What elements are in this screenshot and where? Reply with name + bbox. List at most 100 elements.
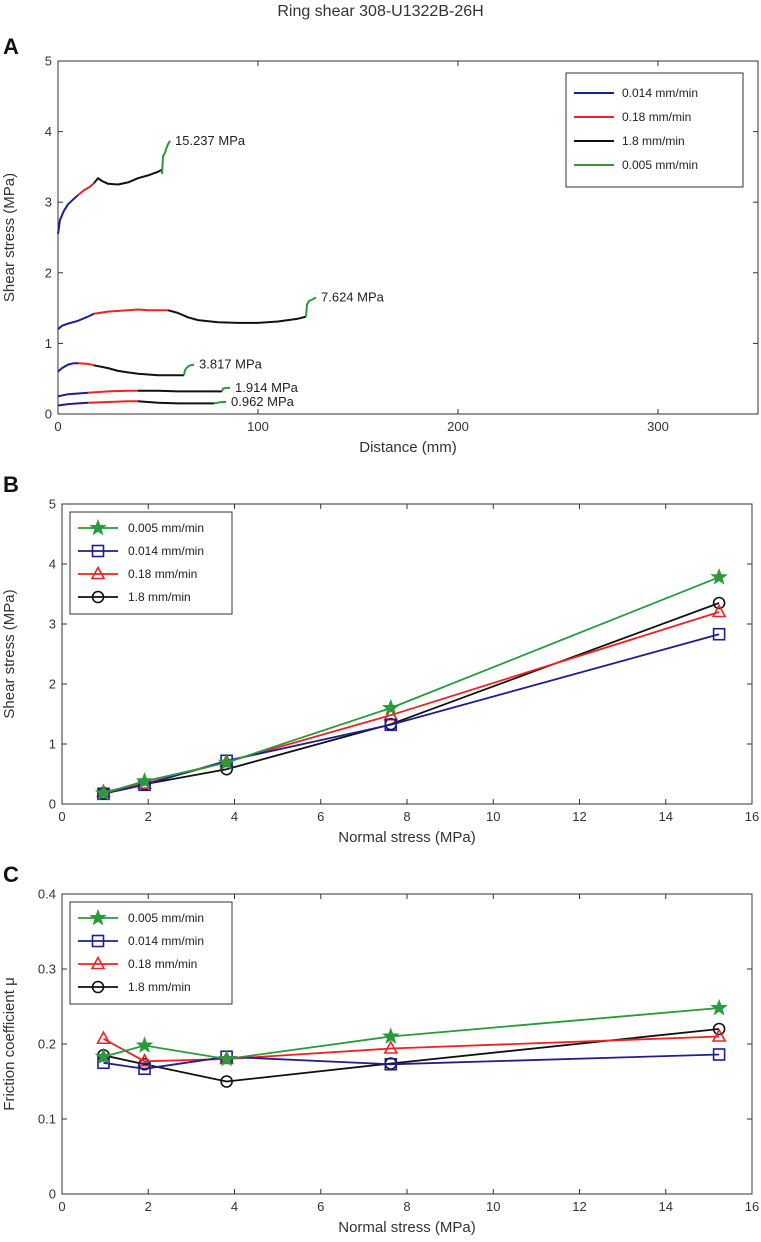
curve-3-817-mpa: 3.817 MPa (57, 357, 263, 377)
data-label: 1.914 MPa (235, 380, 299, 395)
data-point (137, 1053, 152, 1067)
x-tick-label: 12 (572, 809, 586, 824)
curve-7-624-mpa: 7.624 MPa (57, 290, 385, 331)
x-tick-label: 16 (745, 1199, 759, 1214)
x-tick-label: 10 (486, 1199, 500, 1214)
y-tick-label: 3 (49, 617, 56, 632)
x-tick-label: 14 (659, 809, 673, 824)
x-tick-label: 6 (317, 809, 324, 824)
y-tick-label: 1 (49, 737, 56, 752)
data-point (384, 1057, 398, 1071)
legend-label: 1.8 mm/min (128, 590, 191, 604)
x-tick-label: 16 (745, 809, 759, 824)
series-line-0-005-mm-min (221, 386, 230, 392)
legend-marker (91, 980, 105, 994)
legend-marker (89, 908, 107, 926)
x-tick-label: 0 (54, 419, 61, 434)
series-line (103, 602, 720, 795)
x-tick-label: 2 (145, 1199, 152, 1214)
y-tick-label: 2 (45, 265, 52, 280)
x-tick-label: 10 (486, 809, 500, 824)
data-point (94, 784, 113, 801)
data-point (384, 718, 398, 732)
series-0-005-mm-min (94, 568, 728, 801)
data-point (712, 627, 726, 641)
data-point (135, 1036, 154, 1053)
y-tick-label: 4 (49, 557, 56, 572)
data-point (383, 1040, 399, 1054)
data-point (711, 603, 727, 618)
panel-letter: B (3, 472, 19, 497)
x-tick-label: 100 (247, 419, 269, 434)
y-tick-label: 0 (45, 407, 52, 422)
legend: 0.005 mm/min 0.014 mm/min 0.18 mm/min 1.8 m… (69, 511, 233, 615)
legend-label: 0.014 mm/min (128, 544, 204, 558)
data-point (220, 1075, 233, 1088)
y-axis-label: Friction coefficient μ (1, 977, 18, 1110)
panel-letter: A (3, 34, 19, 59)
legend-label: 0.18 mm/min (128, 957, 197, 971)
curve-15-237-mpa: 15.237 MPa (57, 133, 246, 235)
legend: 0.014 mm/min 0.18 mm/min 1.8 mm/min 0.005 m… (565, 72, 744, 188)
data-point (712, 596, 726, 610)
data-label: 7.624 MPa (321, 290, 385, 305)
legend-label: 0.014 mm/min (622, 86, 698, 100)
data-label: 0.962 MPa (231, 394, 295, 409)
series-line-0-014-mm-min (57, 194, 79, 235)
x-tick-label: 4 (231, 1199, 238, 1214)
series-line-0-005-mm-min (161, 140, 171, 175)
legend-label: 0.005 mm/min (622, 158, 698, 172)
legend-label: 1.8 mm/min (128, 980, 191, 994)
curve-0-962-mpa: 0.962 MPa (57, 394, 295, 409)
x-axis-label: Distance (mm) (359, 439, 457, 456)
data-point (382, 1027, 400, 1044)
legend-marker (89, 518, 107, 536)
series-line-0-18-mm-min (77, 362, 95, 367)
curve-1-914-mpa: 1.914 MPa (57, 380, 299, 398)
data-point (382, 698, 400, 716)
data-label: 3.817 MPa (199, 357, 263, 372)
y-tick-label: 0.1 (38, 1112, 56, 1127)
series-line-0-014-mm-min (57, 312, 95, 331)
legend: 0.005 mm/min 0.014 mm/min 0.18 mm/min 1.8 m… (69, 901, 233, 1005)
data-point (135, 772, 154, 789)
y-axis-label: Shear stress (MPa) (1, 173, 18, 302)
legend-marker (90, 565, 106, 580)
series-line-0-18-mm-min (93, 308, 168, 315)
series-line-0-014-mm-min (57, 401, 89, 407)
legend-label: 0.005 mm/min (128, 521, 204, 535)
data-point (96, 1030, 111, 1045)
legend-label: 0.18 mm/min (128, 567, 197, 581)
y-tick-label: 0 (49, 797, 56, 812)
y-axis-label: Shear stress (MPa) (1, 589, 18, 718)
series-line-1-8-mm-min (93, 168, 163, 186)
series-line (103, 1007, 720, 1060)
legend-marker (91, 590, 105, 604)
x-tick-label: 12 (572, 1199, 586, 1214)
data-point (217, 1049, 236, 1067)
y-tick-label: 0.2 (38, 1037, 56, 1052)
series-line-1-8-mm-min (93, 364, 184, 377)
x-tick-label: 300 (647, 419, 669, 434)
y-tick-label: 0.3 (38, 962, 56, 977)
series-line-1-8-mm-min (137, 400, 214, 405)
series-line-0-18-mm-min (77, 182, 95, 196)
y-tick-label: 5 (45, 54, 52, 69)
x-tick-label: 0 (58, 809, 65, 824)
series-0-18-mm-min (96, 603, 727, 798)
legend-marker (91, 934, 105, 948)
data-point (712, 1048, 726, 1061)
x-axis-label: Normal stress (MPa) (338, 829, 476, 846)
figure-title: Ring shear 308-U1322B-26H (277, 3, 484, 20)
series-0-005-mm-min (94, 998, 728, 1067)
chart-panel-c: C 0 2 4 6 8 10 12 14 16 0 0.1 0.2 0.3 0.4 Normal stress… (1, 862, 759, 1236)
x-axis-label: Normal stress (MPa) (338, 1219, 476, 1236)
series-line-1-8-mm-min (138, 389, 222, 393)
panel-letter: C (3, 862, 19, 887)
series-line (103, 1028, 720, 1083)
chart-panel-a: A 0 100 200 300 0 1 2 3 4 5 Distance (mm) Shear stre… (1, 34, 759, 456)
series-1-8-mm-min (97, 1022, 726, 1088)
y-tick-label: 2 (49, 677, 56, 692)
y-tick-label: 5 (49, 497, 56, 512)
